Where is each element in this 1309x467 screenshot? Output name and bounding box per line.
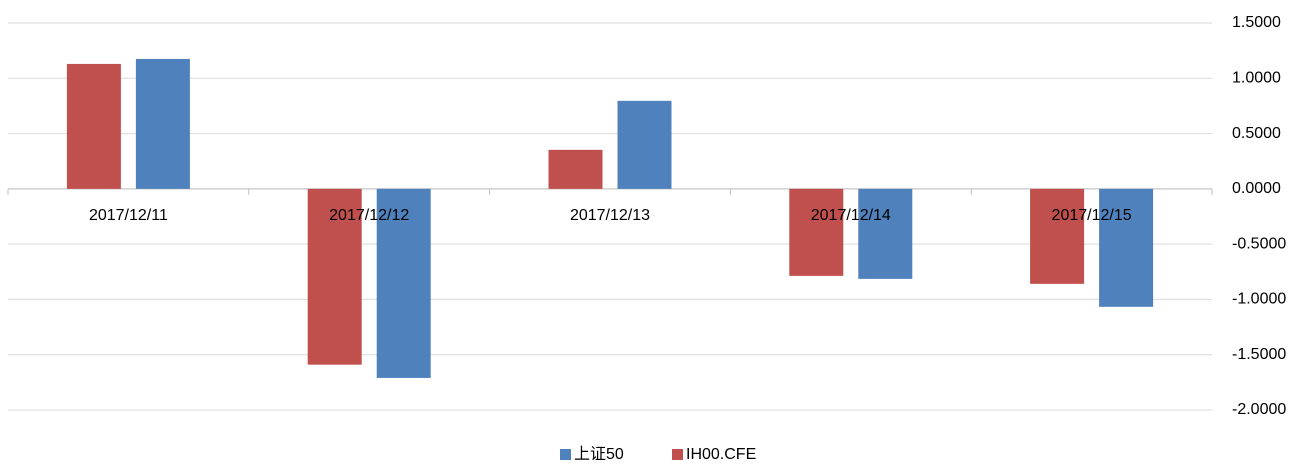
y-tick-label: 1.5000	[1232, 14, 1281, 31]
y-tick-label: -1.5000	[1232, 346, 1286, 363]
x-tick-label: 2017/12/15	[1052, 207, 1132, 224]
bar	[858, 188, 913, 279]
y-tick-label: -0.5000	[1232, 235, 1286, 252]
x-tick-label: 2017/12/12	[329, 207, 409, 224]
y-tick-label: 1.0000	[1232, 70, 1281, 87]
bar	[307, 188, 362, 365]
bar	[1099, 188, 1154, 307]
y-tick-label: -1.0000	[1232, 291, 1286, 308]
y-tick-label: 0.0000	[1232, 180, 1281, 197]
y-tick-label: 0.5000	[1232, 125, 1281, 142]
bar	[376, 188, 431, 378]
bar	[548, 149, 603, 189]
x-tick-label: 2017/12/13	[570, 207, 650, 224]
x-tick-label: 2017/12/11	[89, 207, 168, 224]
legend-swatch	[560, 449, 571, 460]
bar	[135, 58, 190, 189]
bar	[617, 100, 672, 189]
x-tick-label: 2017/12/14	[811, 207, 891, 224]
legend-label: IH00.CFE	[686, 446, 756, 463]
bar	[1030, 188, 1085, 284]
legend-swatch	[672, 449, 683, 460]
legend-label: 上证50	[574, 445, 624, 463]
y-tick-label: -2.0000	[1232, 401, 1286, 418]
bar	[789, 188, 844, 276]
bar	[66, 63, 121, 189]
